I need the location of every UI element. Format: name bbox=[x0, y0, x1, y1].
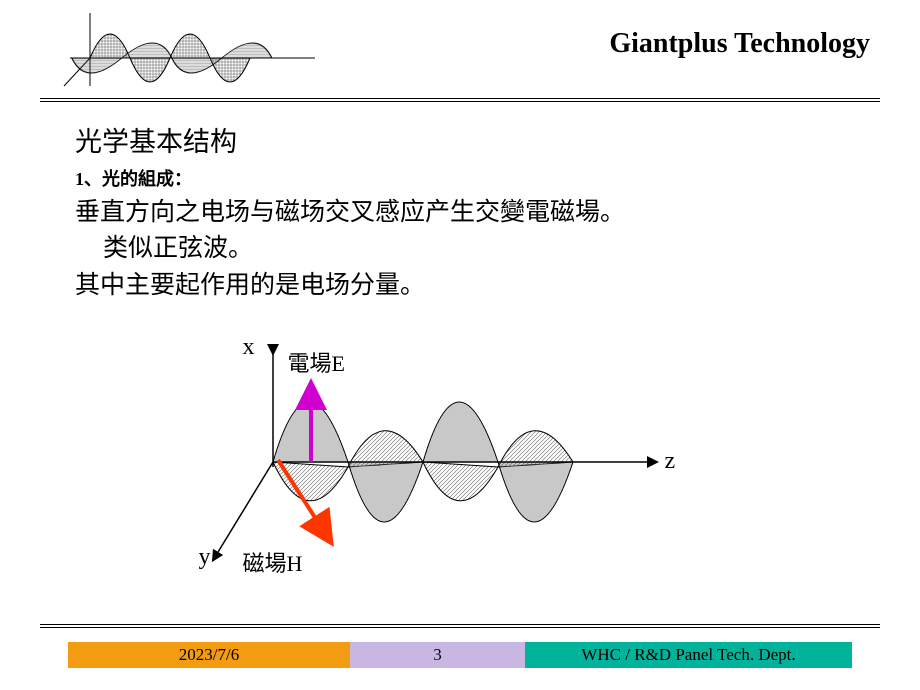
section-title: 光学基本结构 bbox=[75, 120, 850, 159]
h-field-label: 磁場H bbox=[243, 546, 303, 578]
footer-page: 3 bbox=[350, 642, 525, 668]
footer-date: 2023/7/6 bbox=[68, 642, 350, 668]
header: Giantplus Technology bbox=[0, 0, 920, 98]
company-name: Giantplus Technology bbox=[609, 28, 870, 60]
e-field-label: 電場E bbox=[288, 346, 345, 378]
body-line-3: 其中主要起作用的是电场分量。 bbox=[75, 268, 850, 304]
axis-x-label: x bbox=[243, 334, 255, 361]
sub-title: 1、光的組成： bbox=[75, 165, 850, 191]
axis-z-label: z bbox=[665, 448, 676, 475]
content-area: 光学基本结构 1、光的組成： 垂直方向之电场与磁场交叉感应产生交變電磁場。 类似… bbox=[0, 102, 920, 572]
footer: 2023/7/6 3 WHC / R&D Panel Tech. Dept. bbox=[68, 642, 852, 668]
body-line-1: 垂直方向之电场与磁场交叉感应产生交變電磁場。 bbox=[75, 195, 850, 231]
em-wave-diagram: x z y 電場E 磁場H bbox=[203, 332, 723, 572]
footer-dept: WHC / R&D Panel Tech. Dept. bbox=[525, 642, 852, 668]
header-wave-logo bbox=[60, 8, 320, 95]
footer-divider bbox=[40, 624, 880, 628]
axis-y-label: y bbox=[199, 544, 211, 571]
body-line-2: 类似正弦波。 bbox=[75, 231, 850, 267]
